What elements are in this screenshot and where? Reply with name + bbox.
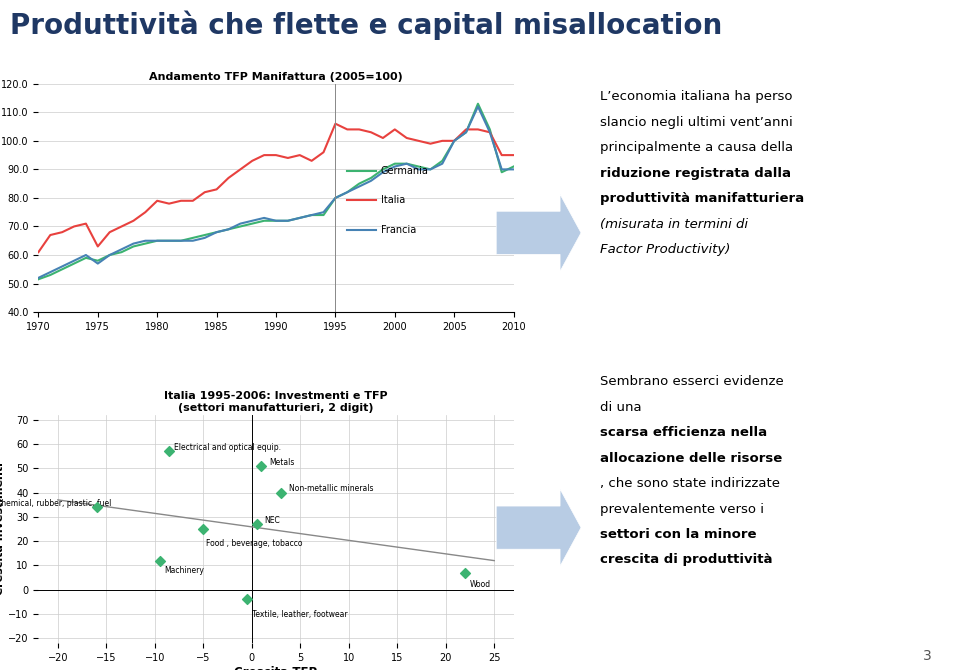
Text: scarsa efficienza nella: scarsa efficienza nella [600,426,767,439]
Text: produttività manifatturiera: produttività manifatturiera [600,192,804,205]
Text: Textile, leather, footwear: Textile, leather, footwear [252,610,348,618]
Point [457,567,472,578]
Point [152,555,167,566]
Polygon shape [496,194,581,271]
Text: allocazione delle risorse: allocazione delle risorse [600,452,782,464]
Text: Food , beverage, tobacco: Food , beverage, tobacco [206,539,302,548]
Point [89,502,105,513]
Point [274,487,289,498]
Text: Non-metallic minerals: Non-metallic minerals [289,484,373,493]
Text: prevalentemente verso i: prevalentemente verso i [600,502,764,515]
Text: Factor Productivity): Factor Productivity) [600,243,731,256]
Text: L’economia italiana ha perso: L’economia italiana ha perso [600,90,793,103]
Polygon shape [496,489,581,566]
X-axis label: Crescita TFP: Crescita TFP [234,666,318,670]
Text: riduzione registrata dalla: riduzione registrata dalla [600,167,791,180]
Text: principalmente a causa della: principalmente a causa della [600,141,793,154]
Point [161,446,177,457]
Text: Produttività che flette e capital misallocation: Produttività che flette e capital misall… [10,10,722,40]
Text: Chemical, rubber, plastic, fuel: Chemical, rubber, plastic, fuel [0,499,111,508]
Point [196,524,211,535]
Text: (misurata in termini di: (misurata in termini di [600,218,753,230]
Text: settori con la minore: settori con la minore [600,528,756,541]
Text: , che sono state indirizzate: , che sono state indirizzate [600,477,780,490]
Title: Andamento TFP Manifattura (2005=100): Andamento TFP Manifattura (2005=100) [149,72,403,82]
Point [239,594,254,605]
Text: Germania: Germania [380,165,428,176]
Text: Sembrano esserci evidenze: Sembrano esserci evidenze [600,375,783,388]
Y-axis label: Crescita Investimenti: Crescita Investimenti [0,462,6,596]
Text: NEC: NEC [264,516,280,525]
Text: crescita di produttività: crescita di produttività [600,553,773,566]
Text: Francia: Francia [380,225,416,235]
Text: 3: 3 [923,649,931,663]
Title: Italia 1995-2006: Investmenti e TFP
(settori manufatturieri, 2 digit): Italia 1995-2006: Investmenti e TFP (set… [164,391,388,413]
Point [253,460,269,471]
Text: di una: di una [600,401,646,413]
Text: Electrical and optical equip.: Electrical and optical equip. [174,443,281,452]
Text: slancio negli ultimi vent’anni: slancio negli ultimi vent’anni [600,116,793,129]
Text: Wood: Wood [470,580,492,590]
Text: Metals: Metals [269,458,295,467]
Text: Italia: Italia [380,195,405,205]
Text: Machinery: Machinery [164,566,204,575]
Point [249,519,264,529]
